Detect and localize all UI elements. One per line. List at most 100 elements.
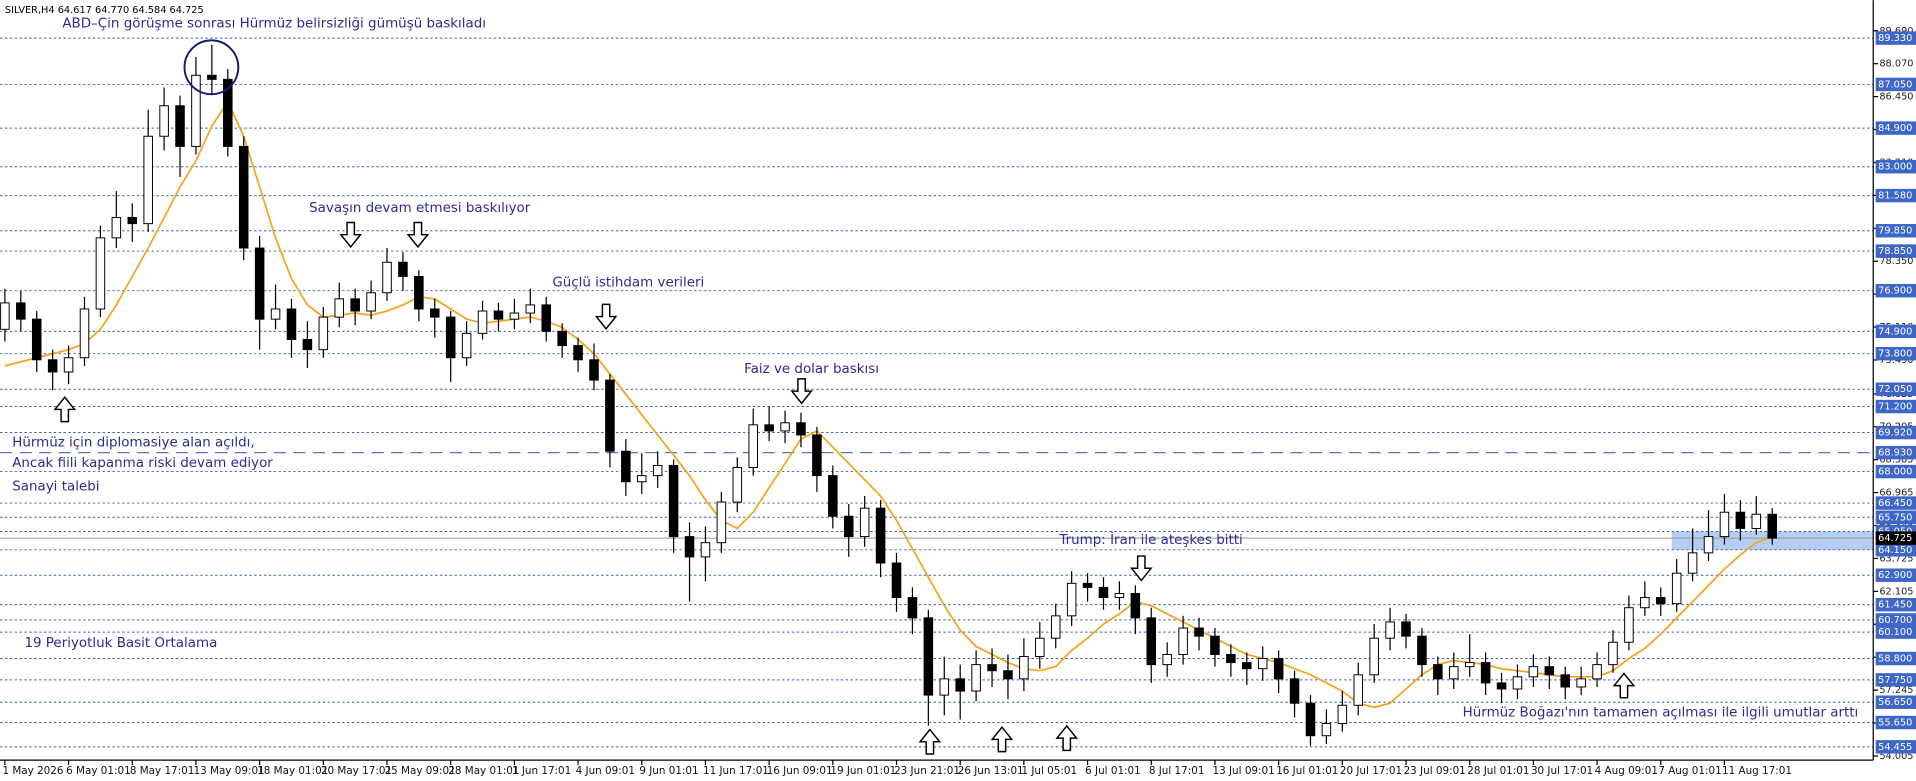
candle-body [1003,670,1013,680]
level-box-label: 68.930 [1878,448,1912,459]
y-tick-label: 57.245 [1879,685,1913,696]
level-box [1875,31,1916,45]
candle-body [668,464,679,538]
candle-body [382,261,392,294]
level-box [1875,425,1916,440]
candle-body [95,237,106,310]
level-box [1875,543,1916,557]
candle-body [1687,552,1698,574]
x-tick-label: 16 Jul 01:01 [1276,765,1338,777]
last-price-box [1875,531,1916,545]
level-box-label: 73.800 [1878,349,1912,360]
up-arrow [53,396,77,423]
level-box-label: 84.900 [1878,123,1912,134]
y-tick-label: 68.585 [1879,455,1913,466]
x-tick-label: 8 Jul 17:01 [1149,765,1205,777]
candle-body [318,316,329,351]
candle-body [1050,615,1061,639]
level-box-label: 60.700 [1878,615,1912,626]
level-box [1875,613,1916,627]
candle-body [541,304,551,332]
candle-body [1624,607,1634,643]
candle-body [1671,572,1682,605]
candle-body [764,424,774,432]
candle-body [1019,656,1029,680]
level-box [1875,121,1916,135]
level-box-label: 64.150 [1878,545,1912,556]
candle-body [1719,511,1730,538]
candle-body [111,217,122,239]
annotation: Güçlü istihdam verileri [552,275,704,290]
candle-body [843,515,854,538]
level-box [1875,673,1916,687]
x-tick-label: 28 Jul 01:01 [1467,765,1529,777]
candle-body [1066,582,1077,617]
x-tick-label: 7 Aug 01:01 [1658,765,1721,777]
candle-body [828,475,838,517]
level-box-label: 68.000 [1878,467,1912,478]
candle-body [0,302,10,330]
level-box-label: 54.455 [1878,742,1912,753]
candle-body [1528,666,1539,678]
x-tick-label: 6 Jul 01:01 [1085,765,1141,777]
candle-body [1146,617,1157,666]
level-box-label: 60.100 [1878,627,1912,638]
candle-body [796,422,806,436]
candle-body [350,298,360,312]
level-box [1875,740,1916,754]
level-box-label: 55.650 [1878,718,1912,729]
annotation: Hürmüz için diplomasiye alan açıldı, [12,435,254,450]
candle-body [31,318,42,361]
candle-body [1305,702,1316,737]
x-tick-label: 19 Jun 01:01 [830,765,896,777]
sma-label: 19 Periyotluk Basit Ortalama [24,636,217,651]
candle-body [684,536,695,558]
y-tick-label: 62.105 [1879,586,1913,597]
candle-body [175,105,185,147]
highlight-circle [183,39,240,96]
candle-body [1210,635,1220,655]
candle-body [63,357,74,373]
level-box [1875,651,1916,666]
x-tick-label: 4 Aug 09:01 [1595,765,1658,777]
up-arrow [1055,724,1079,752]
annotation: ABD–Çin görüşme sonrası Hürmüz belirsizl… [62,16,486,31]
up-arrow [990,725,1014,753]
candle-body [1544,666,1555,676]
candle-body [1640,597,1650,609]
candle-body [191,74,201,147]
candle-body [652,464,663,477]
candle-body [493,310,504,320]
level-box [1875,496,1916,510]
down-arrow [1129,555,1153,582]
y-tick-label: 89.690 [1879,26,1913,37]
level-box-label: 89.330 [1878,33,1912,44]
candle-body [270,308,281,320]
x-tick-label: 13 May 09:01 [194,765,265,777]
candle-body [1353,674,1364,706]
candle-body [430,308,440,318]
candle-body [1751,513,1762,529]
level-box [1875,695,1916,709]
x-tick-label: 26 Jun 13:01 [958,765,1024,777]
candle-body [1178,627,1188,655]
candle-body [1289,678,1300,704]
y-tick-label: 63.725 [1879,553,1913,564]
candle-body [1194,627,1204,637]
y-tick-label: 88.070 [1879,59,1913,70]
candle-body [525,304,536,314]
x-tick-label: 23 Jul 09:01 [1404,765,1466,777]
candle-body [1257,658,1268,670]
level-box [1875,346,1916,361]
candle-body [238,145,249,249]
candle-body [398,261,408,277]
candle-body [1162,653,1172,666]
candle-body [923,617,934,696]
candle-body [891,562,902,599]
candle-body [1226,653,1236,664]
x-tick-label: 1 Jul 05:01 [1021,765,1077,777]
candle-body [159,105,169,137]
level-box [1875,568,1916,582]
candle-body [223,78,233,147]
candle-body [621,450,631,483]
